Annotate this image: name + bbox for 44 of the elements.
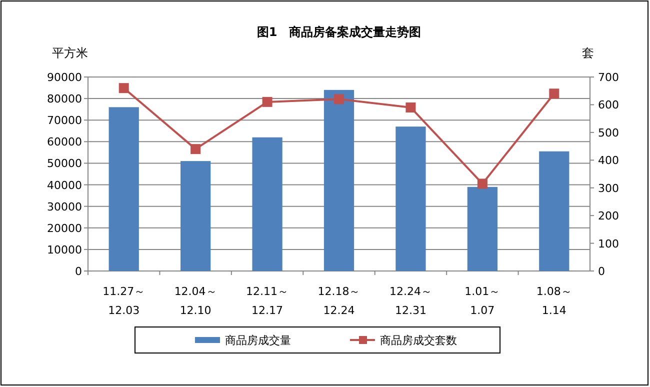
bar [396,126,426,271]
y2-tick-label: 0 [598,265,605,278]
y-tick-label: 60000 [47,136,82,149]
y-tick-label: 10000 [47,243,82,256]
point [262,96,272,107]
point [406,102,416,112]
y-tick-label: 90000 [47,71,82,84]
x-tick-label: 11.27～ 12.03 [102,285,146,317]
point [549,88,560,99]
y-tick-label: 30000 [47,200,82,214]
legend-label: 商品房成交量 [225,334,291,347]
y2-tick-label: 400 [598,154,619,168]
y-tick-label: 40000 [47,178,82,192]
chart-title: 图1 商品房备案成交量走势图 [256,25,422,39]
bar [108,107,139,271]
x-tick-label: 1.08～ 1.14 [536,285,572,317]
y-tick-label: 0 [75,265,82,278]
y2-tick-label: 300 [598,182,619,195]
y2-tick-label: 600 [598,98,619,112]
y-tick-label: 50000 [47,157,82,170]
bar [467,186,498,271]
y-tick-label: 70000 [47,114,82,128]
y2-tick-label: 100 [598,237,619,250]
y-tick-label: 80000 [47,92,82,106]
x-tick-label: 12.11～ 12.17 [246,285,289,317]
y2-tick-label: 700 [598,71,619,84]
x-tick-label: 12.18～ 12.24 [318,285,360,317]
point [334,94,344,104]
point [477,178,488,189]
y2-axis-title: 套 [582,46,594,60]
point [190,144,201,154]
bar [539,151,570,271]
x-tick-label: 12.24～ 12.31 [389,285,432,317]
x-tick-label: 1.01～ 1.07 [464,285,500,317]
point [118,83,129,94]
x-tick-label: 12.04～ 12.10 [174,285,217,317]
bar [324,90,354,271]
y2-tick-label: 200 [598,210,619,223]
y-tick-label: 20000 [47,222,82,235]
y2-tick-label: 500 [598,126,619,140]
y-axis-title: 平方米 [52,46,88,60]
bar [252,137,282,271]
bar [180,161,211,271]
legend-label: 商品房成交套数 [380,334,457,347]
